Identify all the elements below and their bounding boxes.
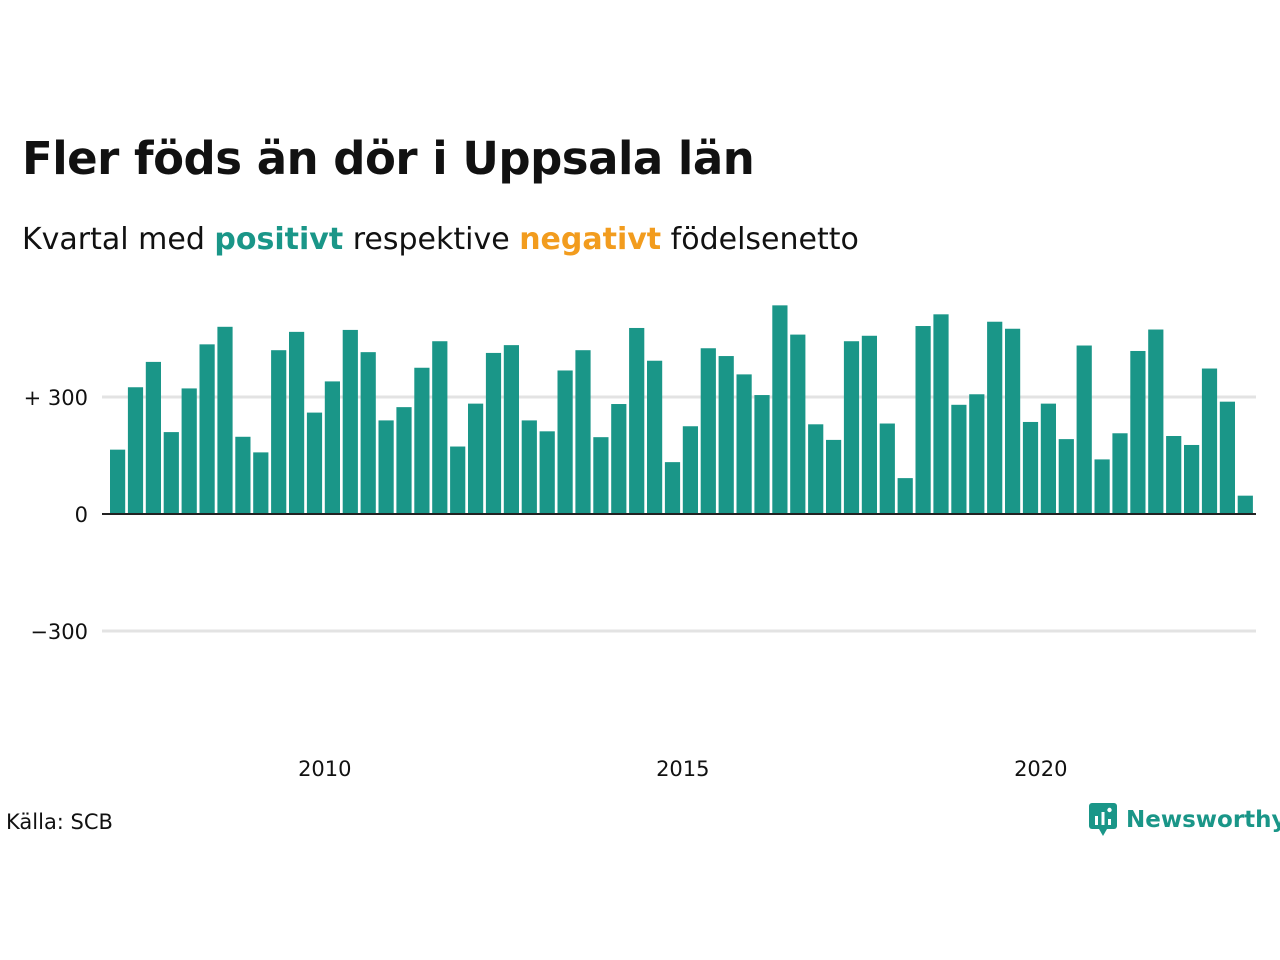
bar [1184,444,1200,514]
bar [324,381,340,514]
bar [181,388,197,514]
bar [1148,329,1164,514]
bar [450,446,466,514]
chart-subtitle: Kvartal med positivt respektive negativt… [22,222,859,257]
bar [396,407,412,514]
bar [933,314,949,514]
bar [1005,328,1021,514]
bar [987,321,1003,514]
x-tick-label: 2010 [298,757,351,781]
bar [432,341,448,514]
bar [485,352,502,514]
bar [790,334,806,514]
bar [808,424,824,514]
bar [664,462,681,514]
bar [736,374,752,514]
y-tick-label: −300 [30,620,88,644]
bar [611,404,627,514]
bar [289,331,305,514]
bar [360,352,376,514]
bar [127,387,144,514]
bar [1166,436,1182,514]
bar [700,348,716,514]
bar [1112,433,1128,514]
bar [718,356,734,514]
subtitle-positive-label: positivt [214,222,344,257]
bar [1058,439,1074,514]
bar [951,404,967,514]
bar [879,423,895,514]
bar [647,360,663,514]
subtitle-prefix: Kvartal med [22,222,215,257]
y-tick-label: 0 [75,503,88,527]
bar [1076,345,1092,514]
bar [1130,350,1146,514]
bar [826,439,842,514]
bar [1201,368,1218,514]
bar [468,403,484,514]
bar [253,452,269,514]
bar [378,420,394,514]
bar [754,395,770,514]
bar [1094,459,1110,514]
bar [843,341,860,514]
chart-title: Fler föds än dör i Uppsala län [22,132,755,185]
y-tick-label: + 300 [24,386,88,410]
bar [539,431,555,514]
subtitle-negative-label: negativt [519,222,662,257]
bar [1022,421,1039,514]
bar [503,345,519,514]
bar [897,478,913,514]
bar [1040,403,1056,514]
source-note: Källa: SCB [6,810,113,834]
bar [217,326,233,514]
bar [861,335,877,514]
bar [521,420,537,514]
brand-logo: Newsworthy [1088,802,1280,838]
bar [915,326,931,514]
brand-name: Newsworthy [1126,807,1280,833]
bar [235,436,251,514]
newsworthy-logo-icon [1089,803,1117,836]
bar [1237,495,1253,514]
bar [682,426,698,514]
bars [110,305,1253,514]
bar [271,350,287,514]
bar [772,305,788,514]
bar [145,361,161,514]
bar [593,437,609,514]
bar [414,367,430,514]
x-tick-label: 2020 [1014,757,1067,781]
bar [969,394,985,514]
bar [575,350,591,514]
subtitle-suffix: födelsenetto [661,222,859,257]
bar [110,449,126,514]
subtitle-middle: respektive [343,222,520,257]
bar [1219,401,1235,514]
x-tick-label: 2015 [656,757,709,781]
bar [306,412,323,514]
bar [557,370,573,514]
bar [629,327,645,514]
bar [342,329,358,514]
bar [199,344,215,514]
axes: + 300 0 −300 2010 2015 2020 [24,386,1256,781]
bar [163,432,179,514]
